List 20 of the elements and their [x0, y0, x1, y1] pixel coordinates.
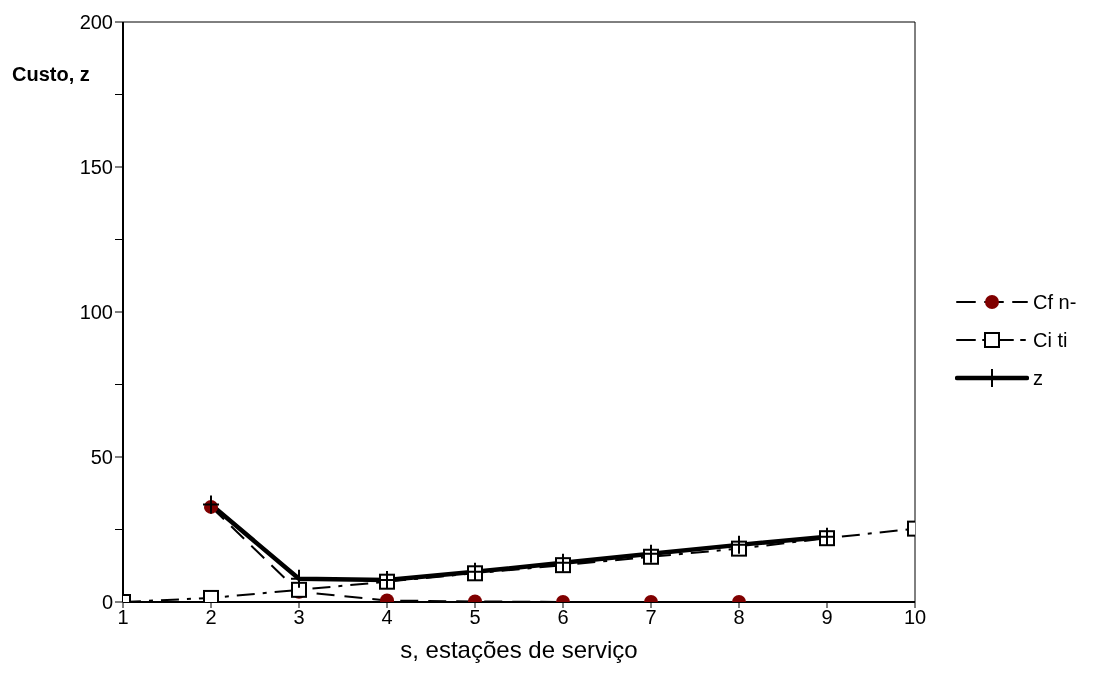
y-tick-label: 150	[79, 156, 113, 179]
legend-label: Ci ti	[1033, 328, 1068, 352]
x-tick-label: 7	[645, 606, 657, 629]
x-tick-label: 5	[469, 606, 481, 629]
x-tick-label: 6	[557, 606, 569, 629]
x-tick-label: 10	[903, 606, 927, 629]
y-tick-label: 50	[90, 446, 113, 469]
x-axis-title: s, estações de serviço	[400, 636, 638, 663]
y-tick-label: 200	[79, 11, 113, 34]
y-tick-label: 100	[79, 301, 113, 324]
x-tick-label: 8	[733, 606, 745, 629]
legend-label: Cf n-	[1033, 290, 1077, 314]
legend-label: z	[1033, 366, 1043, 390]
x-tick-label: 9	[821, 606, 833, 629]
y-axis-title: Custo, z	[12, 63, 91, 86]
y-tick-label: 0	[101, 591, 113, 614]
x-tick-label: 1	[117, 606, 129, 629]
x-tick-label: 4	[381, 606, 393, 629]
x-tick-label: 3	[293, 606, 305, 629]
x-tick-label: 2	[205, 606, 217, 629]
